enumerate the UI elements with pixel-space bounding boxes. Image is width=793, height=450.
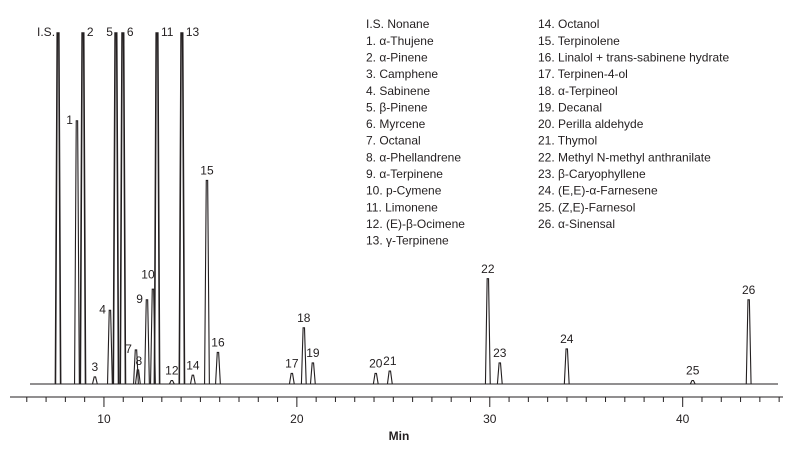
peak-label: 26 — [742, 283, 756, 297]
legend-entry: 17. Terpinen-4-ol — [538, 67, 628, 81]
peak-label: 6 — [127, 25, 134, 39]
legend-entry: 9. α-Terpinene — [366, 167, 443, 181]
legend-entry: 4. Sabinene — [366, 84, 430, 98]
peak — [215, 351, 221, 385]
peak-label: 13 — [186, 25, 200, 39]
peak — [496, 362, 503, 385]
peak — [372, 372, 379, 385]
peak-label: 22 — [481, 262, 495, 276]
peak-label: 11 — [161, 25, 174, 39]
legend-entry: 20. Perilla aldehyde — [538, 117, 644, 131]
peak-label: 9 — [136, 292, 143, 306]
peak — [168, 379, 175, 385]
peak-label: 2 — [87, 25, 94, 39]
peak — [204, 179, 210, 385]
peak — [563, 348, 570, 385]
peak — [309, 362, 316, 385]
peak — [689, 379, 696, 385]
legend-entry: 14. Octanol — [538, 17, 599, 31]
peak-label: 14 — [186, 358, 200, 372]
peak — [484, 278, 491, 385]
peak — [134, 369, 141, 385]
peak-label: 21 — [383, 354, 397, 368]
legend-entry: 24. (E,E)-α-Farnesene — [538, 184, 658, 198]
peak — [106, 309, 113, 385]
legend-entry: 25. (Z,E)-Farnesol — [538, 200, 635, 214]
peak-label: 20 — [369, 357, 383, 371]
legend-entry: 2. α-Pinene — [366, 50, 428, 64]
peak-label: 10 — [141, 267, 155, 281]
peak-label: 8 — [136, 354, 143, 368]
peak — [300, 327, 307, 385]
legend-entry: 11. Limonene — [366, 200, 438, 214]
peak-label: 24 — [560, 332, 574, 346]
peak — [79, 32, 87, 385]
legend: I.S. Nonane 1. α-Thujene 2. α-Pinene 3. Cam… — [366, 17, 729, 247]
peak-label: 25 — [686, 364, 700, 378]
legend-entry: 16. Linalol + trans-sabinene hydrate — [538, 50, 729, 64]
peak — [91, 376, 98, 385]
legend-entry: I.S. Nonane — [366, 17, 430, 31]
legend-entry: 18. α-Terpineol — [538, 84, 618, 98]
peak — [73, 120, 80, 385]
peak-label: 5 — [106, 25, 113, 39]
legend-entry: 10. p-Cymene — [366, 184, 442, 198]
legend-entry: 6. Myrcene — [366, 117, 426, 131]
peak — [288, 372, 295, 385]
peak — [189, 374, 196, 385]
peak — [178, 32, 186, 385]
peak-label: 18 — [297, 311, 311, 325]
peak-label: I.S. — [37, 25, 55, 39]
x-tick-label: 40 — [676, 412, 690, 426]
peak-label: 23 — [493, 346, 507, 360]
legend-entry: 8. α-Phellandrene — [366, 150, 461, 164]
peak — [133, 349, 139, 385]
legend-entry: 26. α-Sinensal — [538, 217, 615, 231]
peak — [112, 32, 120, 385]
x-axis-label: Min — [389, 429, 410, 443]
peak-label: 4 — [99, 302, 106, 316]
legend-entry: 23. β-Caryophyllene — [538, 167, 646, 181]
peak-label: 7 — [125, 342, 132, 356]
legend-entry: 22. Methyl N-methyl anthranilate — [538, 150, 711, 164]
legend-entry: 12. (E)-β-Ocimene — [366, 217, 465, 231]
peak-label: 16 — [211, 336, 225, 350]
legend-entry: 13. γ-Terpinene — [366, 234, 449, 248]
peak-label: 17 — [285, 357, 299, 371]
peak — [144, 299, 150, 385]
x-tick-label: 30 — [483, 412, 497, 426]
legend-entry: 1. α-Thujene — [366, 34, 434, 48]
peak — [153, 32, 161, 385]
x-tick-label: 20 — [290, 412, 304, 426]
peak — [119, 32, 127, 385]
peak-label: 19 — [306, 346, 320, 360]
legend-entry: 7. Octanal — [366, 134, 421, 148]
peak-label: 15 — [200, 164, 214, 178]
legend-entry: 19. Decanal — [538, 100, 602, 114]
peak-label: 1 — [66, 113, 73, 127]
legend-entry: 5. β-Pinene — [366, 100, 428, 114]
peak — [54, 32, 62, 385]
peak-label: 12 — [165, 364, 179, 378]
peak — [386, 370, 393, 385]
peak-label: 3 — [92, 360, 99, 374]
peak — [745, 299, 752, 385]
legend-entry: 3. Camphene — [366, 67, 438, 81]
legend-entry: 21. Thymol — [538, 134, 597, 148]
legend-entry: 15. Terpinolene — [538, 34, 620, 48]
x-tick-label: 10 — [97, 412, 111, 426]
